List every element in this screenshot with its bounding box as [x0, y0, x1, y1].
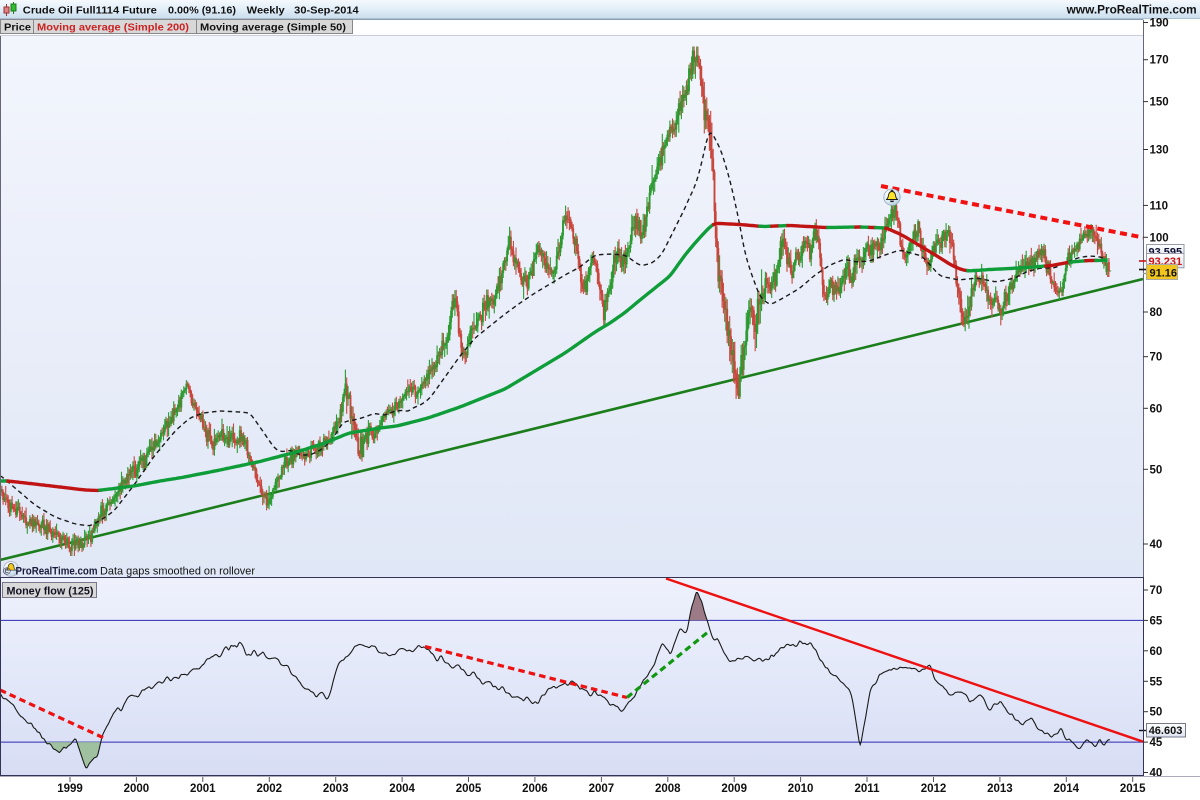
svg-text:150: 150	[1150, 97, 1169, 109]
svg-text:50: 50	[1150, 464, 1163, 476]
svg-text:70: 70	[1150, 352, 1163, 364]
svg-text:Money flow (125): Money flow (125)	[7, 586, 94, 598]
svg-text:2010: 2010	[788, 783, 814, 795]
svg-text:2008: 2008	[655, 783, 681, 795]
svg-text:Crude Oil Full1114 Future: Crude Oil Full1114 Future	[23, 5, 157, 17]
svg-text:80: 80	[1150, 307, 1163, 319]
svg-text:55: 55	[1150, 676, 1163, 688]
svg-text:60: 60	[1150, 403, 1163, 415]
svg-text:40: 40	[1150, 768, 1163, 780]
svg-text:2002: 2002	[257, 783, 283, 795]
svg-text:2006: 2006	[522, 783, 548, 795]
svg-text:ProRealTime.com: ProRealTime.com	[16, 566, 98, 578]
svg-text:2004: 2004	[389, 783, 415, 795]
svg-text:2000: 2000	[124, 783, 150, 795]
svg-text:2003: 2003	[323, 783, 349, 795]
svg-text:Moving average (Simple 50): Moving average (Simple 50)	[200, 22, 346, 34]
svg-text:©: ©	[3, 566, 11, 578]
svg-text:65: 65	[1150, 615, 1163, 627]
svg-text:2013: 2013	[987, 783, 1013, 795]
svg-text:2007: 2007	[589, 783, 615, 795]
svg-text:46.603: 46.603	[1149, 725, 1183, 737]
svg-text:170: 170	[1150, 55, 1169, 67]
svg-text:100: 100	[1150, 232, 1169, 244]
svg-text:www.ProRealTime.com: www.ProRealTime.com	[1066, 5, 1197, 17]
svg-text:2012: 2012	[921, 783, 947, 795]
svg-text:1999: 1999	[57, 783, 83, 795]
svg-text:2011: 2011	[855, 783, 881, 795]
svg-text:Price: Price	[4, 22, 31, 34]
svg-text:190: 190	[1150, 18, 1169, 30]
svg-text:40: 40	[1150, 539, 1163, 551]
svg-text:2009: 2009	[721, 783, 747, 795]
svg-text:2015: 2015	[1120, 783, 1146, 795]
svg-text:70: 70	[1150, 585, 1163, 597]
svg-text:45: 45	[1150, 737, 1163, 749]
svg-text:2005: 2005	[456, 783, 482, 795]
svg-text:60: 60	[1150, 646, 1163, 658]
svg-text:0.00% (91.16): 0.00% (91.16)	[168, 5, 236, 17]
svg-text:50: 50	[1150, 707, 1163, 719]
svg-text:130: 130	[1150, 145, 1169, 157]
svg-text:Moving average (Simple 200): Moving average (Simple 200)	[37, 22, 189, 34]
svg-text:Weekly: Weekly	[247, 5, 285, 17]
svg-text:91.16: 91.16	[1150, 268, 1178, 280]
svg-text:30-Sep-2014: 30-Sep-2014	[294, 5, 359, 17]
svg-text:110: 110	[1150, 200, 1169, 212]
svg-text:2001: 2001	[190, 783, 216, 795]
svg-text:Data gaps smoothed on rollover: Data gaps smoothed on rollover	[100, 566, 255, 578]
svg-text:2014: 2014	[1054, 783, 1080, 795]
